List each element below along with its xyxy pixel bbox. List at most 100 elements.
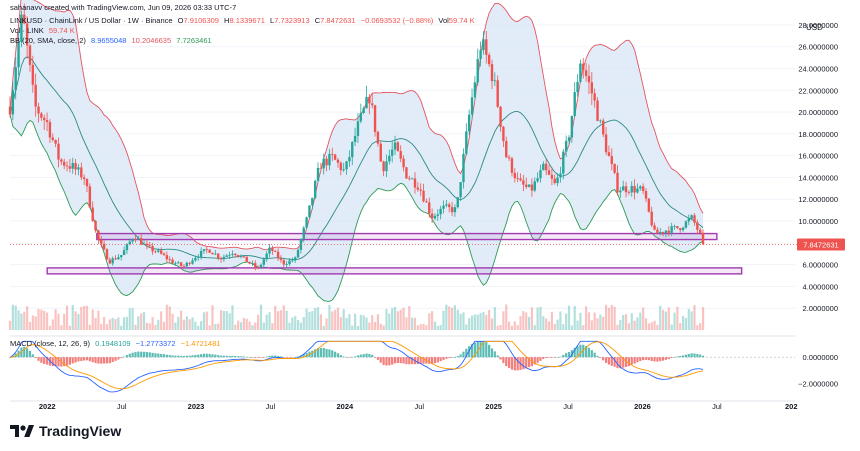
legend-vol: 59.74 K bbox=[449, 16, 475, 25]
legend-low: 7.7323913 bbox=[274, 16, 309, 25]
candle-body bbox=[485, 39, 487, 55]
macd-histogram-bar bbox=[246, 357, 248, 358]
candle-body bbox=[117, 257, 119, 259]
macd-histogram-bar bbox=[596, 356, 598, 357]
volume-bar bbox=[371, 315, 373, 330]
volume-bar bbox=[377, 314, 379, 330]
candle-body bbox=[448, 204, 450, 207]
macd-histogram-bar bbox=[400, 357, 402, 363]
candle-body bbox=[696, 223, 698, 230]
volume-bar bbox=[368, 323, 370, 330]
candle-body bbox=[60, 160, 62, 162]
macd-histogram-bar bbox=[511, 357, 513, 369]
volume-bar bbox=[137, 316, 139, 330]
macd-histogram-bar bbox=[234, 356, 236, 357]
volume-bar bbox=[482, 312, 484, 330]
candle-body bbox=[382, 161, 384, 171]
candle-body bbox=[397, 142, 399, 151]
macd-histogram-bar bbox=[497, 355, 499, 357]
macd-histogram-bar bbox=[114, 357, 116, 361]
macd-histogram-bar bbox=[169, 355, 171, 357]
macd-histogram-bar bbox=[83, 357, 85, 360]
macd-histogram-bar bbox=[602, 357, 604, 360]
volume-bar bbox=[471, 316, 473, 330]
candle-body bbox=[608, 152, 610, 156]
volume-bar bbox=[83, 306, 85, 330]
candle-body bbox=[362, 108, 364, 113]
macd-histogram-bar bbox=[420, 357, 422, 363]
legend-bb-row: BB (20, SMA, close, 2) 8.9655048 10.2046… bbox=[10, 36, 215, 46]
volume-bar bbox=[189, 319, 191, 330]
volume-bar bbox=[100, 324, 102, 330]
candle-body bbox=[468, 115, 470, 132]
candle-body bbox=[160, 250, 162, 253]
macd-histogram-bar bbox=[494, 351, 496, 357]
macd-histogram-bar bbox=[214, 355, 216, 358]
candle-body bbox=[237, 255, 239, 257]
macd-histogram-bar bbox=[442, 357, 444, 360]
candle-body bbox=[92, 208, 94, 221]
volume-bar bbox=[283, 305, 285, 330]
volume-bar bbox=[425, 325, 427, 330]
legend-symbol[interactable]: LINKUSD · ChainLink / US Dollar · 1W · B… bbox=[10, 16, 173, 25]
macd-histogram-bar bbox=[211, 354, 213, 357]
candle-body bbox=[545, 164, 547, 171]
macd-histogram-bar bbox=[257, 357, 259, 358]
candle-body bbox=[576, 82, 578, 92]
volume-bar bbox=[631, 313, 633, 330]
macd-histogram-bar bbox=[537, 357, 539, 363]
candle-body bbox=[411, 178, 413, 179]
candle-body bbox=[439, 209, 441, 215]
legend-macd-row: MACD (close, 12, 26, 9) 0.1948109 −1.277… bbox=[10, 339, 223, 349]
volume-bar bbox=[571, 326, 573, 330]
volume-bar bbox=[614, 307, 616, 330]
candle-body bbox=[111, 258, 113, 263]
macd-histogram-bar bbox=[206, 354, 208, 358]
candle-body bbox=[283, 260, 285, 264]
legend-vol-row-label[interactable]: Vol · LINK bbox=[10, 26, 44, 35]
candle-body bbox=[268, 248, 270, 254]
macd-histogram-bar bbox=[94, 357, 96, 363]
volume-bar bbox=[112, 318, 114, 330]
legend-bb-label[interactable]: BB (20, SMA, close, 2) bbox=[10, 36, 86, 45]
macd-histogram-bar bbox=[220, 356, 222, 358]
macd-histogram-bar bbox=[120, 357, 122, 358]
candle-body bbox=[528, 185, 530, 187]
volume-bar bbox=[86, 306, 88, 330]
candle-body bbox=[568, 137, 570, 140]
candle-body bbox=[699, 230, 701, 233]
volume-bar bbox=[673, 313, 675, 330]
macd-histogram-bar bbox=[656, 357, 658, 361]
macd-histogram-bar bbox=[237, 356, 239, 357]
candle-body bbox=[146, 244, 148, 245]
candle-body bbox=[593, 93, 595, 100]
macd-histogram-bar bbox=[77, 357, 79, 361]
macd-histogram-bar bbox=[696, 354, 698, 357]
macd-histogram-bar bbox=[633, 357, 635, 363]
tradingview-brand[interactable]: TradingView bbox=[10, 423, 121, 439]
volume-bar bbox=[134, 325, 136, 330]
volume-bar bbox=[146, 323, 148, 330]
candle-body bbox=[163, 254, 165, 255]
volume-bar bbox=[206, 312, 208, 330]
volume-bar bbox=[354, 314, 356, 330]
x-tick-label: 2026 bbox=[634, 402, 651, 411]
candle-body bbox=[668, 231, 670, 233]
candle-body bbox=[174, 263, 176, 264]
volume-bar bbox=[26, 306, 28, 330]
candle-body bbox=[305, 217, 307, 227]
candle-body bbox=[140, 238, 142, 245]
candle-body bbox=[280, 259, 282, 261]
volume-bar bbox=[274, 306, 276, 330]
volume-bar bbox=[92, 309, 94, 330]
candle-body bbox=[385, 161, 387, 171]
volume-bar bbox=[556, 320, 558, 330]
macd-histogram-bar bbox=[556, 357, 558, 358]
macd-histogram-bar bbox=[223, 356, 225, 357]
macd-histogram-bar bbox=[693, 353, 695, 357]
candle-body bbox=[405, 167, 407, 178]
legend-macd-label[interactable]: MACD (close, 12, 26, 9) bbox=[10, 339, 90, 348]
macd-histogram-bar bbox=[288, 357, 290, 358]
volume-bar bbox=[588, 312, 590, 330]
